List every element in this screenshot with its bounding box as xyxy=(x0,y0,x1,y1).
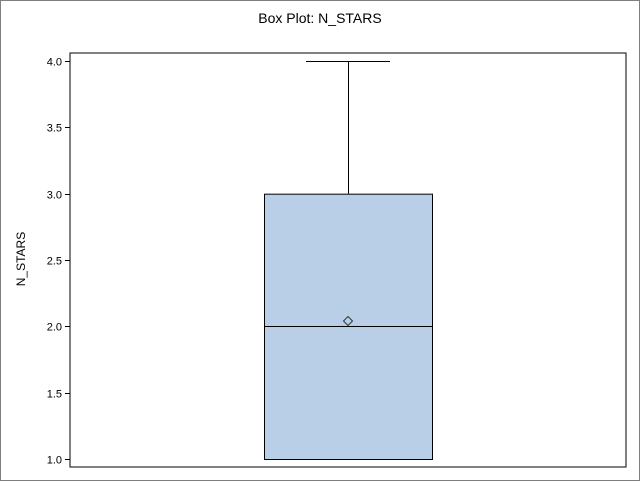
y-tick-label: 4.0 xyxy=(47,57,62,69)
y-tick-label: 1.0 xyxy=(47,455,62,467)
y-tick-label: 1.5 xyxy=(47,389,62,401)
y-tick-label: 2.5 xyxy=(47,256,62,268)
chart-title: Box Plot: N_STARS xyxy=(258,10,382,26)
y-tick-label: 3.0 xyxy=(47,190,62,202)
y-axis: 1.0 1.5 2.0 2.5 3.0 3.5 4.0 xyxy=(47,57,70,467)
y-tick-label: 2.0 xyxy=(47,322,62,334)
mean-marker xyxy=(342,315,354,327)
plot-area xyxy=(69,52,627,468)
y-tick-label: 3.5 xyxy=(47,123,62,135)
